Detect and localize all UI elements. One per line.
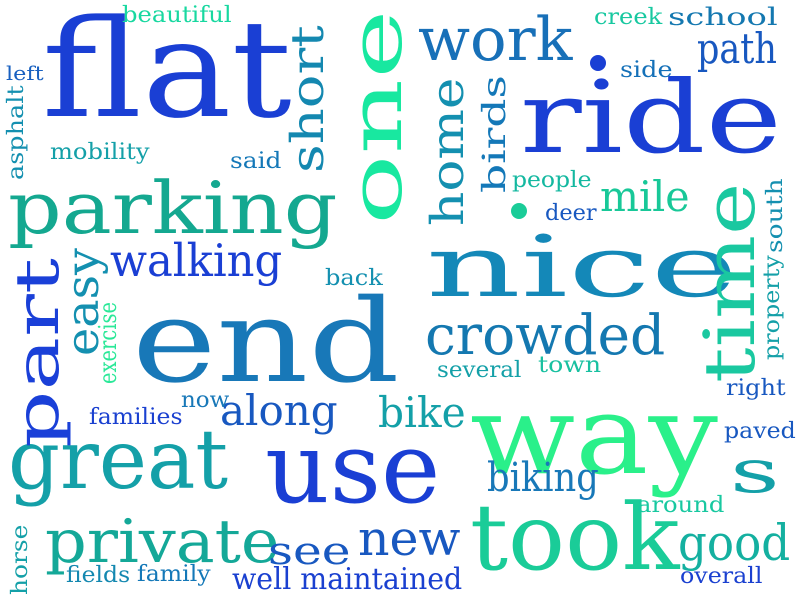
dot-mark — [511, 203, 527, 219]
word-deer: deer — [545, 201, 597, 226]
word-families: families — [89, 405, 183, 430]
word-along: along — [220, 386, 338, 435]
dot-mark — [590, 55, 606, 71]
word-private: private — [45, 507, 280, 577]
word-school: school — [668, 3, 778, 31]
word-mobility: mobility — [50, 140, 150, 165]
word-home: home — [421, 77, 474, 226]
word-work: work — [418, 5, 573, 75]
word-people: people — [512, 168, 592, 193]
word-birds: birds — [475, 75, 513, 193]
word-paved: paved — [724, 419, 796, 444]
word-back: back — [325, 266, 383, 291]
word-way: way — [470, 371, 718, 499]
word-walking: walking — [110, 234, 283, 287]
word-overall: overall — [680, 564, 763, 589]
word-nice: nice — [426, 218, 738, 317]
word-exercise: exercise — [94, 301, 122, 384]
word-end: end — [132, 275, 400, 409]
word-creek: creek — [594, 5, 663, 30]
word-several: several — [437, 358, 522, 383]
word-horse: horse — [8, 524, 33, 595]
word-left: left — [6, 61, 44, 85]
word-good: good — [678, 514, 791, 572]
word-said: said — [230, 149, 282, 174]
word-new: new — [358, 511, 461, 567]
word-ride: ride — [520, 59, 782, 176]
word-south: south — [763, 178, 788, 253]
word-asphalt: asphalt — [4, 85, 29, 180]
word-mile: mile — [600, 172, 690, 221]
word-crowded: crowded — [425, 303, 666, 367]
word-around: around — [637, 493, 725, 518]
word-one: one — [334, 9, 418, 225]
word-bike: bike — [378, 388, 466, 437]
word-side: side — [620, 58, 673, 83]
word-now: now — [181, 388, 230, 413]
word-parking: parking — [8, 166, 338, 250]
word-beautiful: beautiful — [122, 3, 232, 28]
word-time: time — [689, 182, 771, 383]
word-well-maintained: well maintained — [232, 562, 463, 597]
word-property: property — [760, 255, 785, 360]
word-use: use — [265, 412, 441, 526]
word-great: great — [8, 413, 229, 508]
word-fields: fields — [66, 563, 131, 588]
word-see: see — [268, 529, 351, 573]
word-biking: biking — [487, 455, 599, 501]
word-s: s — [730, 437, 780, 507]
word-family: family — [137, 562, 211, 587]
word-right: right — [726, 376, 786, 401]
word-town: town — [538, 353, 602, 378]
word-path: path — [697, 24, 777, 73]
word-took: took — [470, 484, 680, 591]
word-flat: flat — [42, 0, 292, 148]
word-short: short — [281, 25, 334, 173]
